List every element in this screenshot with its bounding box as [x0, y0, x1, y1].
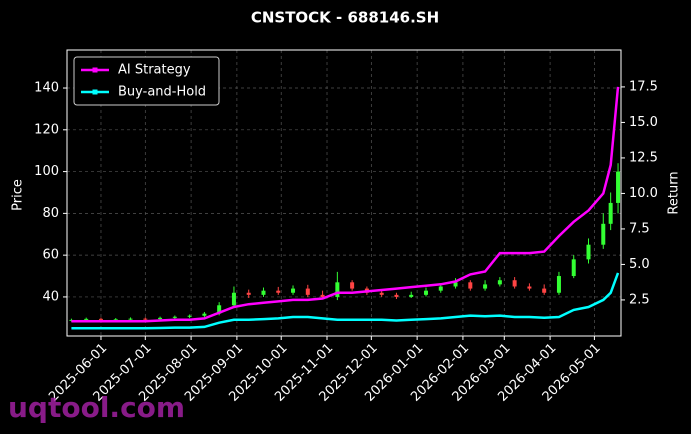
candle-body [217, 305, 222, 314]
y-tick-label: 120 [34, 122, 59, 137]
candle-body [350, 282, 355, 289]
candle-body [527, 286, 532, 289]
candle-body [394, 294, 399, 297]
y2-tick-label: 15.0 [629, 115, 658, 130]
candle-body [291, 288, 296, 293]
y2-tick-label: 17.5 [629, 79, 658, 94]
legend: AI Strategy Buy-and-Hold [73, 56, 220, 106]
candle-body [261, 290, 266, 295]
legend-label: AI Strategy [118, 63, 191, 78]
candle-body [556, 276, 561, 293]
line-series [71, 86, 620, 323]
candle-body [423, 290, 428, 295]
candle-body [113, 319, 118, 321]
legend-marker [92, 67, 98, 73]
y2-axis-label: Return [667, 171, 682, 214]
candle-body [305, 288, 310, 295]
candle-body [335, 282, 340, 297]
candle-body [497, 280, 502, 285]
y2-tick-label: 7.5 [629, 221, 650, 236]
candle-body [571, 259, 576, 277]
y-axis-label: Price [11, 179, 26, 211]
watermark: uqtool.com [8, 391, 185, 424]
y-tick-label: 100 [34, 164, 59, 179]
candle-body [128, 318, 133, 320]
candle-body [98, 318, 103, 320]
candle-body [542, 288, 547, 293]
y-tick-label: 40 [42, 289, 59, 304]
candle-body [608, 202, 613, 224]
plot-frame [66, 49, 622, 337]
candle-body [172, 316, 177, 318]
line-series [71, 272, 620, 330]
y-tick-label: 80 [42, 206, 59, 221]
candle-body [616, 171, 621, 203]
legend-label: Buy-and-Hold [118, 85, 206, 100]
chart-title: CNSTOCK - 688146.SH [251, 9, 439, 27]
candle-body [246, 292, 251, 295]
candle-body [512, 280, 517, 287]
candle-body [586, 244, 591, 260]
y-tick-label: 60 [42, 248, 59, 263]
y2-tick-label: 2.5 [629, 292, 650, 307]
y2-tick-label: 10.0 [629, 186, 658, 201]
candle-body [409, 294, 414, 297]
candle-body [158, 317, 163, 320]
legend-box [73, 56, 220, 106]
candle-body [276, 290, 281, 293]
y2-tick-label: 5.0 [629, 257, 650, 272]
y2-tick-label: 12.5 [629, 150, 658, 165]
candle-body [202, 313, 207, 316]
candle-body [231, 292, 236, 306]
candle-body [187, 315, 192, 317]
candle-body [453, 282, 458, 287]
candle-body [438, 286, 443, 291]
candle-body [379, 292, 384, 295]
candle-body [143, 318, 148, 320]
candle-body [84, 318, 89, 320]
legend-marker [92, 89, 98, 95]
y-tick-label: 140 [34, 81, 59, 96]
candle-body [320, 294, 325, 297]
candle-body [468, 282, 473, 289]
candle-body [601, 223, 606, 245]
candle-body [483, 284, 488, 289]
